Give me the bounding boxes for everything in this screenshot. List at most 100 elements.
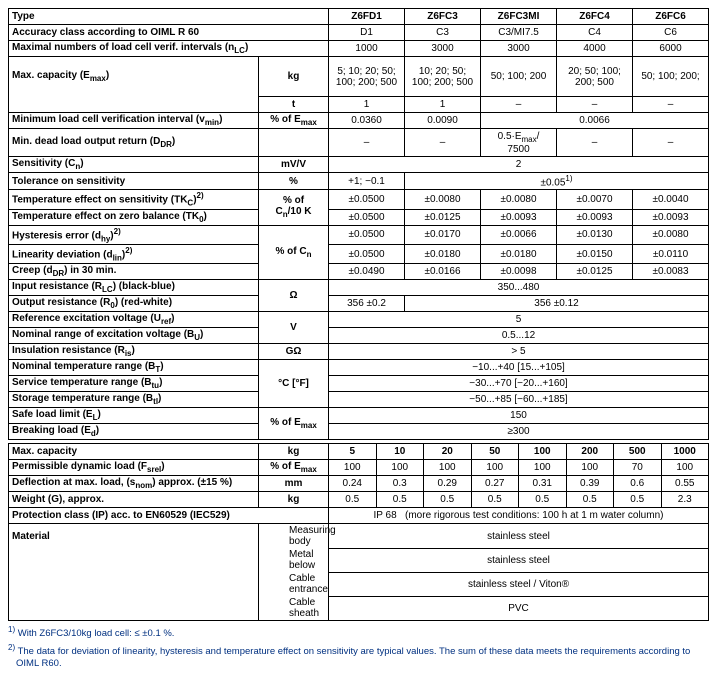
table-row: Creep (dDR) in 30 min. ±0.0490 ±0.0166 ±…	[9, 264, 709, 280]
cell: 5	[329, 444, 377, 460]
cell: ±0.0066	[481, 225, 557, 244]
cell: 500	[614, 444, 662, 460]
cell: ±0.0170	[405, 225, 481, 244]
table-row: Linearity deviation (dlin)2) ±0.0500 ±0.…	[9, 244, 709, 263]
cell: 0.5	[471, 492, 519, 508]
cell: 0.5·Emax/ 7500	[481, 129, 557, 157]
col-z6fc6: Z6FC6	[633, 9, 709, 25]
cell: stainless steel	[329, 548, 709, 572]
cell: 350...480	[329, 280, 709, 296]
unit: kg	[259, 57, 329, 97]
cell: −10...+40 [15...+105]	[329, 360, 709, 376]
cell: D1	[329, 25, 405, 41]
row-label: Hysteresis error (dhy)2)	[9, 225, 259, 244]
cell: ±0.0180	[481, 244, 557, 263]
unit: % of Emax	[259, 460, 329, 476]
cell: PVC	[329, 596, 709, 621]
cell: 0.5...12	[329, 328, 709, 344]
row-label: Minimum load cell verification interval …	[9, 113, 259, 129]
unit: % of Emax	[259, 408, 329, 440]
table-row: Input resistance (RLC) (black-blue) Ω 35…	[9, 280, 709, 296]
cell: ±0.0098	[481, 264, 557, 280]
cell: 0.0090	[405, 113, 481, 129]
table-row: Cable sheath PVC	[9, 596, 709, 621]
table-row: Nominal temperature range (BT) °C [°F] −…	[9, 360, 709, 376]
unit: t	[259, 97, 329, 113]
cell: C6	[633, 25, 709, 41]
cell: 0.31	[519, 476, 567, 492]
cell: ±0.0125	[405, 209, 481, 225]
cell: 50	[471, 444, 519, 460]
table-row: Cable entrance stainless steel / Viton®	[9, 572, 709, 596]
table-row: Maximal numbers of load cell verif. inte…	[9, 41, 709, 57]
cell: ±0.0110	[633, 244, 709, 263]
cell: 0.0066	[481, 113, 709, 129]
row-label: Linearity deviation (dlin)2)	[9, 244, 259, 263]
cell: ±0.0150	[557, 244, 633, 263]
cell: 20	[424, 444, 472, 460]
row-label: Accuracy class according to OIML R 60	[9, 25, 329, 41]
cell: 200	[566, 444, 614, 460]
cell: –	[633, 97, 709, 113]
cell: 50; 100; 200;	[633, 57, 709, 97]
cell: 5; 10; 20; 50; 100; 200; 500	[329, 57, 405, 97]
table-row: Minimum load cell verification interval …	[9, 113, 709, 129]
cell: −30...+70 [−20...+160]	[329, 376, 709, 392]
row-label: Maximal numbers of load cell verif. inte…	[9, 41, 329, 57]
table-row: Storage temperature range (Btl) −50...+8…	[9, 392, 709, 408]
col-z6fc4: Z6FC4	[557, 9, 633, 25]
row-label: Permissible dynamic load (Fsrel)	[9, 460, 259, 476]
cell: stainless steel	[329, 524, 709, 549]
cell: ≥300	[329, 424, 709, 440]
row-label: Safe load limit (EL)	[9, 408, 259, 424]
unit: GΩ	[259, 344, 329, 360]
footnote-1: 1) With Z6FC3/10kg load cell: ≤ ±0.1 %.	[8, 625, 702, 639]
row-label	[9, 97, 259, 113]
unit: % of Cn/10 K	[259, 190, 329, 225]
table-row: Weight (G), approx. kg 0.5 0.5 0.5 0.5 0…	[9, 492, 709, 508]
table-row: Reference excitation voltage (Uref) V 5	[9, 312, 709, 328]
cell: –	[557, 129, 633, 157]
table-row: Output resistance (R0) (red-white) 356 ±…	[9, 296, 709, 312]
row-label: Weight (G), approx.	[9, 492, 259, 508]
cell: 1000	[661, 444, 709, 460]
cell: –	[481, 97, 557, 113]
table-row: Max. capacity (Emax) kg 5; 10; 20; 50; 1…	[9, 57, 709, 97]
cell: IP 68 (more rigorous test conditions: 10…	[329, 508, 709, 524]
cell: ±0.0490	[329, 264, 405, 280]
cell: –	[633, 129, 709, 157]
row-label: Nominal range of excitation voltage (BU)	[9, 328, 259, 344]
table-row: Sensitivity (Cn) mV/V 2	[9, 157, 709, 173]
table-row: t 1 1 – – –	[9, 97, 709, 113]
cell: ±0.0500	[329, 225, 405, 244]
cell: +1; −0.1	[329, 173, 405, 190]
table-row: Protection class (IP) acc. to EN60529 (I…	[9, 508, 709, 524]
table-row: Nominal range of excitation voltage (BU)…	[9, 328, 709, 344]
row-label: Nominal temperature range (BT)	[9, 360, 259, 376]
cell: 5	[329, 312, 709, 328]
table-row: Temperature effect on zero balance (TK0)…	[9, 209, 709, 225]
sublabel: Metal below	[259, 548, 329, 572]
col-z6fc3: Z6FC3	[405, 9, 481, 25]
cell: stainless steel / Viton®	[329, 572, 709, 596]
cell: 0.24	[329, 476, 377, 492]
row-label: Temperature effect on sensitivity (TKC)2…	[9, 190, 259, 209]
unit: % of Cn	[259, 225, 329, 280]
cell: ±0.0130	[557, 225, 633, 244]
spec-table: Type Z6FD1 Z6FC3 Z6FC3MI Z6FC4 Z6FC6 Acc…	[8, 8, 709, 440]
cell: 100	[376, 460, 424, 476]
cell: C3/MI7.5	[481, 25, 557, 41]
row-label: Insulation resistance (Ris)	[9, 344, 259, 360]
cell: ±0.0070	[557, 190, 633, 209]
cell: ±0.0500	[329, 244, 405, 263]
row-label: Reference excitation voltage (Uref)	[9, 312, 259, 328]
cell: 0.6	[614, 476, 662, 492]
cell: 356 ±0.2	[329, 296, 405, 312]
cell: 0.27	[471, 476, 519, 492]
cell: 0.39	[566, 476, 614, 492]
table-row: Min. dead load output return (DDR) – – 0…	[9, 129, 709, 157]
cell: –	[557, 97, 633, 113]
table-row: Hysteresis error (dhy)2) % of Cn ±0.0500…	[9, 225, 709, 244]
cell: ±0.0125	[557, 264, 633, 280]
unit	[259, 129, 329, 157]
